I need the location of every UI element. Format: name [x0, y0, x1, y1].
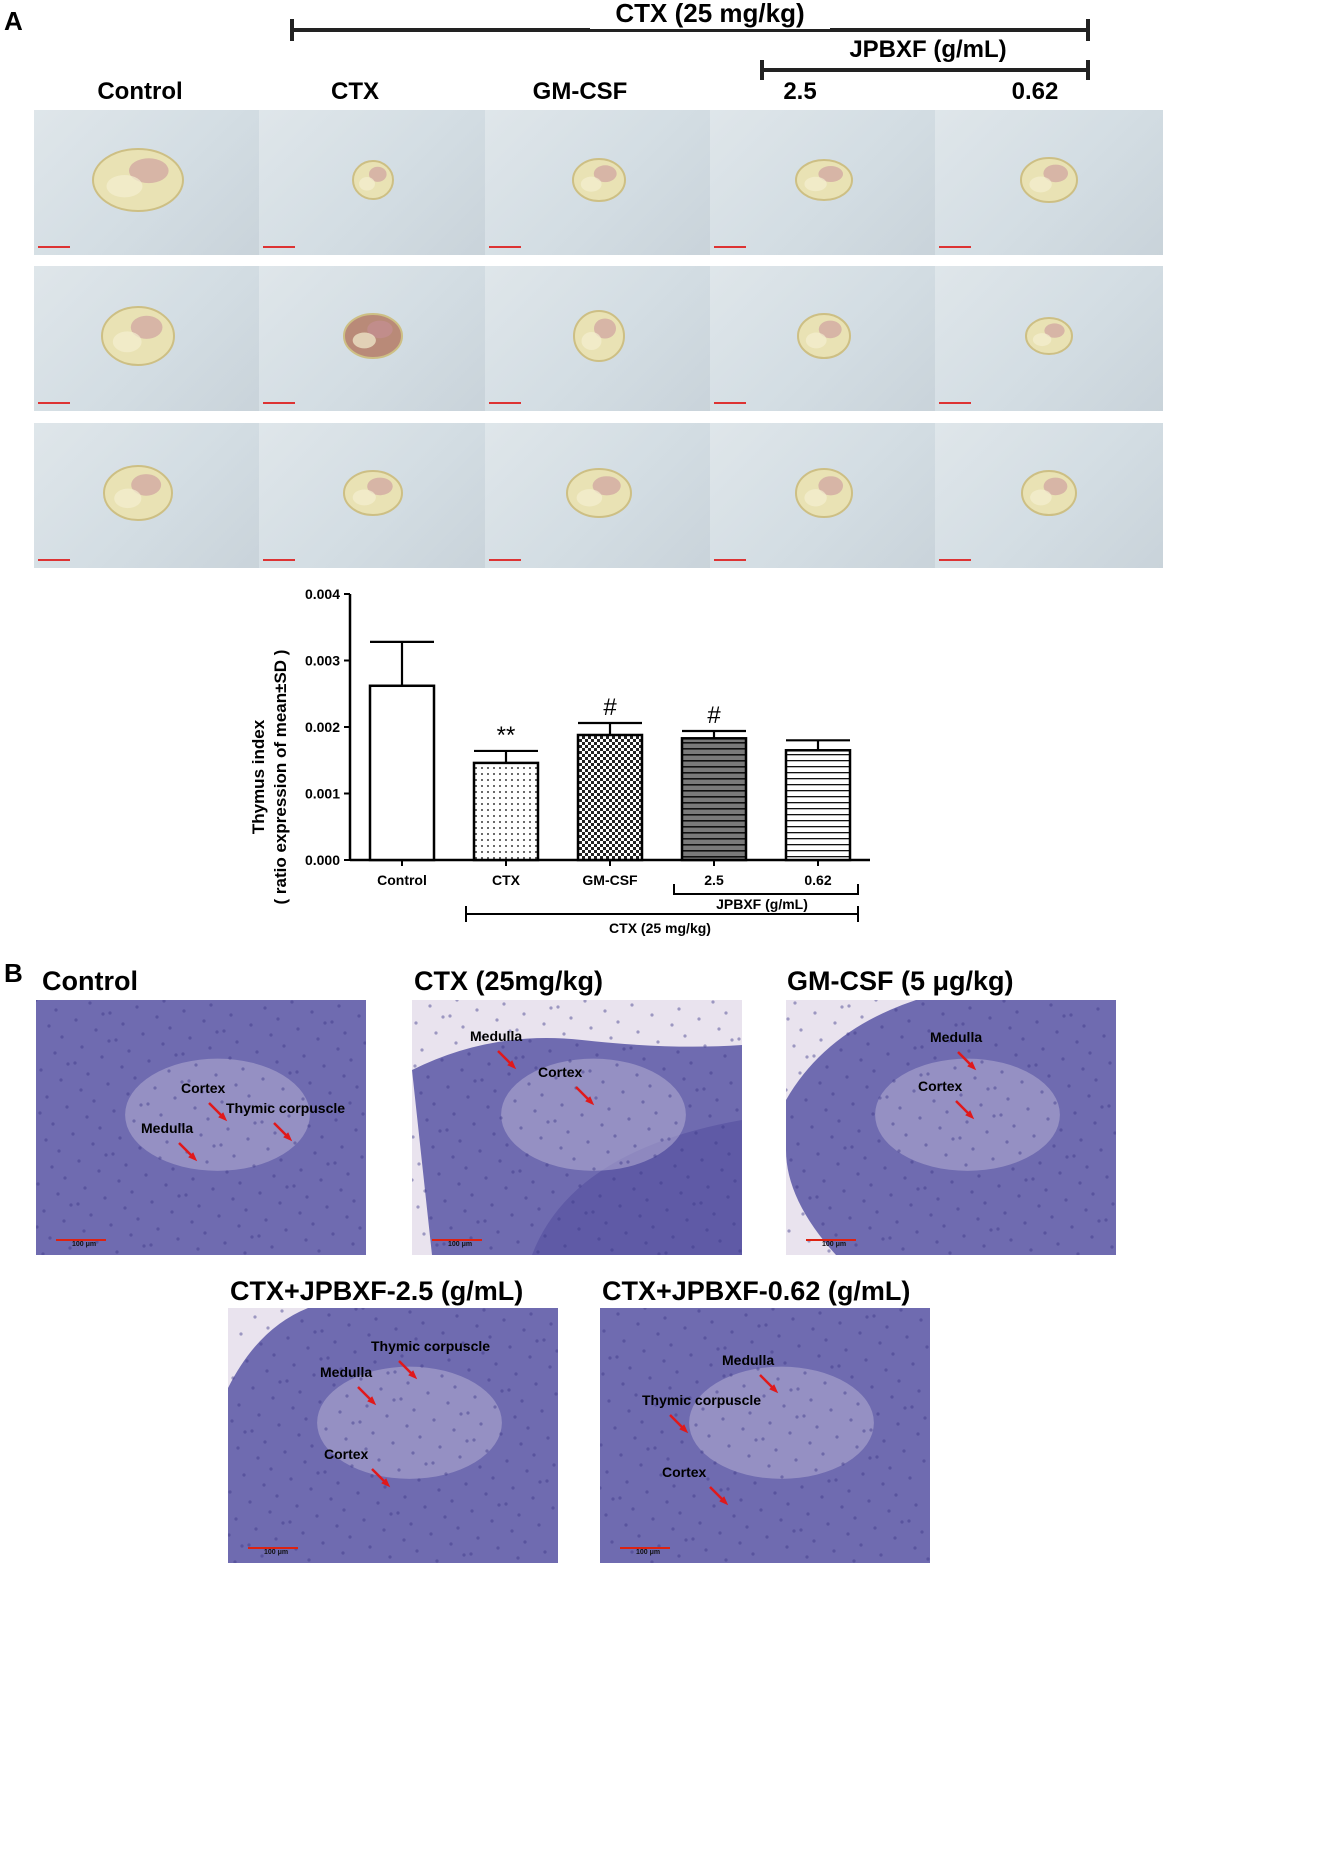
thymus-photo [935, 423, 1163, 568]
bar-2-5 [680, 737, 748, 862]
thymus-photo [259, 266, 487, 411]
y-axis-label-line1: Thymus index [249, 719, 268, 834]
red-arrow-icon [208, 1102, 228, 1122]
thymus-photo [710, 266, 938, 411]
histology-image: 100 μm Thymic corpuscle Medulla Cortex [228, 1308, 558, 1563]
tissue-label: Cortex [538, 1064, 583, 1080]
ctx-group-bracket [465, 906, 859, 922]
jpbxf-bracket [760, 60, 1090, 82]
x-tick-label: GM-CSF [582, 872, 638, 888]
bar-0-62 [784, 749, 852, 862]
tissue-label: Medulla [722, 1352, 775, 1368]
histology-image: 100 μm Medulla Cortex [786, 1000, 1116, 1255]
y-tick-label: 0.004 [305, 586, 340, 602]
thymus-photo [710, 423, 938, 568]
histology-image: 100 μm Cortex Medulla Thymic corpuscle [36, 1000, 366, 1255]
significance-mark: ** [497, 722, 516, 749]
ctx-group-label: CTX (25 mg/kg) [609, 920, 711, 936]
thymus-photo [485, 266, 713, 411]
histo-title-jpbxf-2-5: CTX+JPBXF-2.5 (g/mL) [230, 1276, 524, 1306]
histology-image: 100 μm Medulla Cortex [412, 1000, 742, 1255]
red-arrow-icon [709, 1486, 729, 1506]
y-tick-label: 0.000 [305, 852, 340, 868]
y-tick-label: 0.001 [305, 786, 340, 802]
histo-title-ctx: CTX (25mg/kg) [414, 966, 604, 996]
thymus-photo [710, 110, 938, 255]
x-tick-label: Control [377, 872, 427, 888]
panel-b-letter: B [4, 958, 23, 988]
x-tick-label: 2.5 [704, 872, 724, 888]
jpbxf-group-label: JPBXF (g/mL) [716, 896, 808, 912]
significance-mark: # [707, 702, 721, 729]
thymus-photo [259, 110, 487, 255]
histo-title-jpbxf-0-62: CTX+JPBXF-0.62 (g/mL) [602, 1276, 911, 1306]
ctx-bracket-label: CTX (25 mg/kg) [590, 0, 830, 29]
red-arrow-icon [178, 1142, 198, 1162]
y-axis-label-line2: ( ratio expression of mean±SD ) [271, 650, 290, 905]
col-header-ctx: CTX [331, 78, 379, 105]
tissue-label: Medulla [930, 1029, 983, 1045]
scale-bar-label: 100 μm [822, 1241, 847, 1248]
tissue-label: Cortex [918, 1078, 963, 1094]
col-header-gmcsf: GM-CSF [532, 78, 628, 105]
histo-title-gmcsf: GM-CSF (5 μg/kg) [787, 966, 1014, 996]
x-tick-label: CTX [492, 872, 521, 888]
col-header-0-62: 0.62 [1011, 78, 1059, 105]
significance-mark: # [603, 694, 617, 721]
red-arrow-icon [669, 1414, 689, 1434]
scale-bar-label: 100 μm [264, 1549, 289, 1556]
scale-bar-label: 100 μm [636, 1549, 661, 1556]
jpbxf-group-bracket [673, 884, 859, 895]
x-tick-label: 0.62 [804, 872, 831, 888]
thymus-photo [935, 110, 1163, 255]
y-tick-label: 0.003 [305, 653, 340, 669]
tissue-label: Medulla [141, 1120, 194, 1136]
red-arrow-icon [371, 1468, 391, 1488]
ctx-bracket [290, 19, 1090, 41]
red-arrow-icon [957, 1051, 977, 1071]
thymus-photo [485, 423, 713, 568]
tissue-label: Cortex [181, 1080, 226, 1096]
tissue-label: Medulla [470, 1028, 523, 1044]
scale-bar-label: 100 μm [448, 1241, 473, 1248]
thymus-photo [485, 110, 713, 255]
red-arrow-icon [575, 1086, 595, 1106]
histology-image: 100 μm Thymic corpuscle Medulla Cortex [600, 1308, 930, 1563]
red-arrow-icon [273, 1122, 293, 1142]
tissue-label: Cortex [324, 1446, 369, 1462]
histo-title-control: Control [42, 966, 138, 996]
bar-gm-csf [576, 733, 644, 862]
red-arrow-icon [398, 1360, 418, 1380]
tissue-label: Thymic corpuscle [371, 1338, 491, 1354]
bar-ctx [472, 761, 540, 862]
thymus-photo [34, 110, 262, 255]
panel-a-letter: A [4, 6, 23, 36]
thymus-photo [259, 423, 487, 568]
thymus-index-chart: Thymus index ( ratio expression of mean±… [249, 586, 870, 936]
tissue-label: Medulla [320, 1364, 373, 1380]
scale-bar-label: 100 μm [72, 1241, 97, 1248]
col-header-control: Control [97, 78, 183, 105]
jpbxf-bracket-label: JPBXF (g/mL) [838, 36, 1018, 64]
red-arrow-icon [759, 1374, 779, 1394]
y-tick-label: 0.002 [305, 719, 340, 735]
tissue-label: Thymic corpuscle [642, 1392, 762, 1408]
thymus-photo [34, 266, 262, 411]
red-arrow-icon [497, 1050, 517, 1070]
red-arrow-icon [955, 1100, 975, 1120]
red-arrow-icon [357, 1386, 377, 1406]
col-header-2-5: 2.5 [783, 78, 817, 105]
tissue-label: Thymic corpuscle [226, 1100, 346, 1116]
tissue-label: Cortex [662, 1464, 707, 1480]
bar-control [368, 684, 436, 862]
thymus-photo [34, 423, 262, 568]
thymus-photo [935, 266, 1163, 411]
